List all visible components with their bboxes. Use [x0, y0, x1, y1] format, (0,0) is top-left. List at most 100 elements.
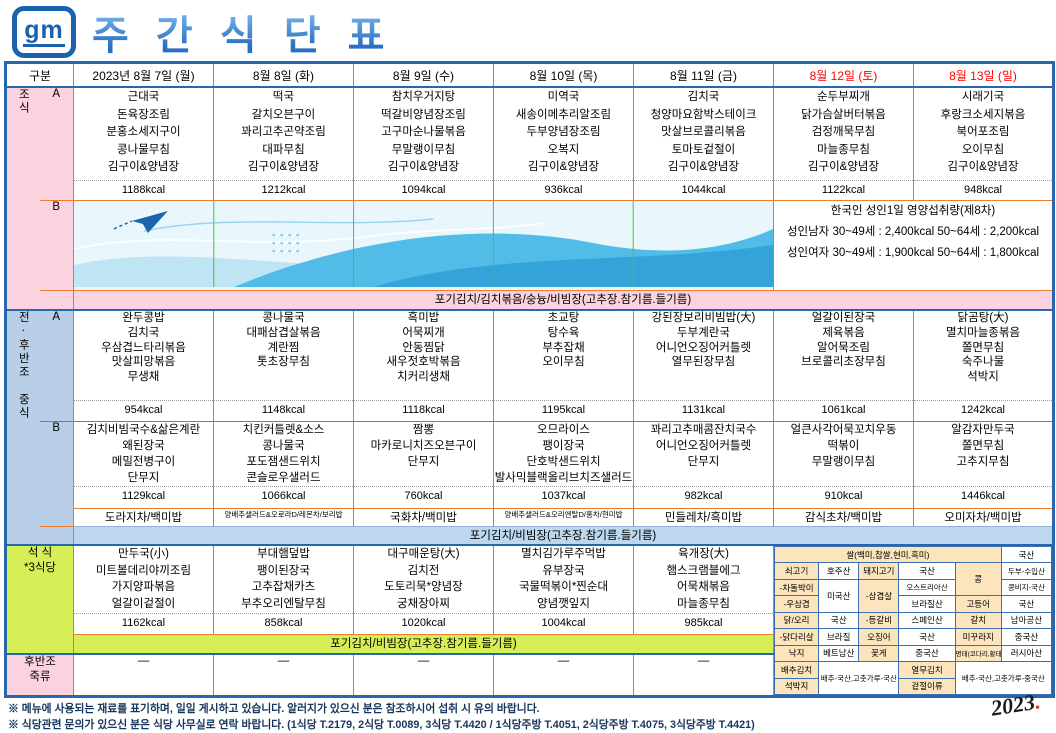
- menu-item: 완두콩밥: [74, 311, 213, 326]
- origin-label: -닭다리살: [775, 629, 819, 645]
- origin-label: 돼지고기: [859, 563, 899, 579]
- menu-item: 멸치김가루주먹밥: [494, 546, 633, 563]
- menu-item: 부추잡채: [494, 341, 633, 356]
- menu-item: 양념깻잎지: [494, 596, 633, 613]
- kcal-value: 760kcal: [354, 486, 493, 506]
- menu-item: 얼갈이된장국: [774, 311, 913, 326]
- origin-rice-label: 쌀(백미,찹쌀,현미,흑미): [775, 547, 1002, 563]
- menu-item: 무말랭이무침: [354, 142, 493, 160]
- menu-item: 김치비빔국수&삶은계란: [74, 422, 213, 438]
- menu-item: 맛살브로콜리볶음: [634, 124, 773, 142]
- menu-item: 탕수육: [494, 326, 633, 341]
- gm-logo-text: gm: [23, 18, 65, 47]
- date-header-row: 구분 2023년 8월 7일 (월) 8월 8일 (화) 8월 9일 (수) 8…: [6, 63, 1054, 88]
- kcal-value: 1020kcal: [354, 613, 493, 633]
- lunch-section-label: 전·후반조 중식: [6, 310, 40, 545]
- menu-item: 발사믹블랙올리브치즈샐러드: [494, 470, 633, 486]
- porridge-day2: —: [354, 654, 494, 697]
- origin-value: 국산: [819, 612, 859, 628]
- origin-value: 호주산: [819, 563, 859, 579]
- origin-rice-value: 국산: [1001, 547, 1051, 563]
- menu-item: 햄스크램블에그: [634, 563, 773, 580]
- menu-item: 떡볶이: [774, 438, 913, 454]
- menu-item: 치커리생채: [354, 370, 493, 385]
- menu-item: 쫄면무침: [914, 438, 1052, 454]
- menu-item: 닭곰탕(大): [914, 311, 1052, 326]
- breakfast-section-label: 조식: [6, 87, 40, 310]
- origin-value: 콩비지-국산: [1001, 579, 1051, 595]
- menu-item: 어묵채볶음: [634, 579, 773, 596]
- menu-item: 안동찜닭: [354, 341, 493, 356]
- origin-value: 국산: [1001, 596, 1051, 612]
- kcal-value: 1044kcal: [634, 180, 773, 200]
- kcal-value: 1122kcal: [774, 180, 913, 200]
- kcal-value: 954kcal: [74, 400, 213, 420]
- origin-value: 베트남산: [819, 645, 859, 661]
- origin-label: 오징어: [859, 629, 899, 645]
- kcal-value: 1037kcal: [494, 486, 633, 506]
- origin-label: 고등어: [955, 596, 1001, 612]
- porridge-day4: —: [634, 654, 774, 697]
- paper-plane-wave-graphic: [74, 201, 773, 287]
- menu-item: 김구이&양념장: [74, 159, 213, 177]
- menu-item: 시래기국: [914, 89, 1052, 107]
- menu-item: 어니언오징어커틀렛: [634, 438, 773, 454]
- origin-value: 중국산: [1001, 629, 1051, 645]
- menu-item: 포도잼샌드위치: [214, 454, 353, 470]
- porridge-day0: —: [74, 654, 214, 697]
- lunch-side-band: 포기김치/비빔장(고추장.참기름.들기름): [74, 527, 1054, 546]
- menu-item: 유부장국: [494, 563, 633, 580]
- menu-item: 콩나물국: [214, 438, 353, 454]
- menu-item: 미트볼데리야끼조림: [74, 563, 213, 580]
- menu-item: 톳초장무침: [214, 355, 353, 370]
- kcal-value: 1162kcal: [74, 613, 213, 633]
- menu-item: 단무지: [354, 454, 493, 470]
- tea-rice-row: 도라지차/백미밥 양배추샐러드&오로라D/레몬차/보리밥 국화차/백미밥 양배추…: [6, 509, 1054, 527]
- menu-item: 메밀전병구이: [74, 454, 213, 470]
- menu-item: 멸치마늘종볶음: [914, 326, 1052, 341]
- menu-item: 흑미밥: [354, 311, 493, 326]
- breakfast-side-band: 포기김치/김치볶음/숭늉/비빔장(고추장.참기름.들기름): [74, 291, 1054, 311]
- origin-value: 러시아산: [1001, 645, 1051, 661]
- menu-item: 김구이&양념장: [214, 159, 353, 177]
- origin-label: 겉절이류: [899, 678, 955, 695]
- breakfast-band-spacer: [40, 291, 74, 311]
- kcal-value: 1148kcal: [214, 400, 353, 420]
- kcal-value: 1118kcal: [354, 400, 493, 420]
- origin-value: 브라질산: [899, 596, 955, 612]
- porridge-label: 후반조 죽류: [6, 654, 74, 697]
- menu-item: 쫄면무침: [914, 341, 1052, 356]
- menu-item: 육개장(大): [634, 546, 773, 563]
- menu-item: 콩나물국: [214, 311, 353, 326]
- kcal-value: 1446kcal: [914, 486, 1052, 506]
- origin-label: -등갈비: [859, 612, 899, 628]
- menu-item: 얼큰사각어묵꼬치우동: [774, 422, 913, 438]
- menu-item: 맛살피망볶음: [74, 355, 213, 370]
- kcal-value: 1066kcal: [214, 486, 353, 506]
- menu-item: 제육볶음: [774, 326, 913, 341]
- origin-label: -삼겹살: [859, 579, 899, 612]
- kcal-value: 1195kcal: [494, 400, 633, 420]
- menu-item: 왜된장국: [74, 438, 213, 454]
- menu-item: 김구이&양념장: [634, 159, 773, 177]
- tea-day2: 국화차/백미밥: [354, 509, 494, 527]
- page-title: 주 간 식 단 표: [92, 3, 392, 61]
- breakfast-b-label: B: [40, 201, 74, 291]
- kcal-value: 1004kcal: [494, 613, 633, 633]
- menu-item: 얼갈이겉절이: [74, 596, 213, 613]
- menu-item: 부대햄덮밥: [214, 546, 353, 563]
- nutrition-male: 성인남자 30~49세 : 2,400kcal 50~64세 : 2,200kc…: [774, 222, 1052, 243]
- lunch-b-label: B: [40, 422, 74, 527]
- weekly-menu-table: 구분 2023년 8월 7일 (월) 8월 8일 (화) 8월 9일 (수) 8…: [4, 61, 1055, 698]
